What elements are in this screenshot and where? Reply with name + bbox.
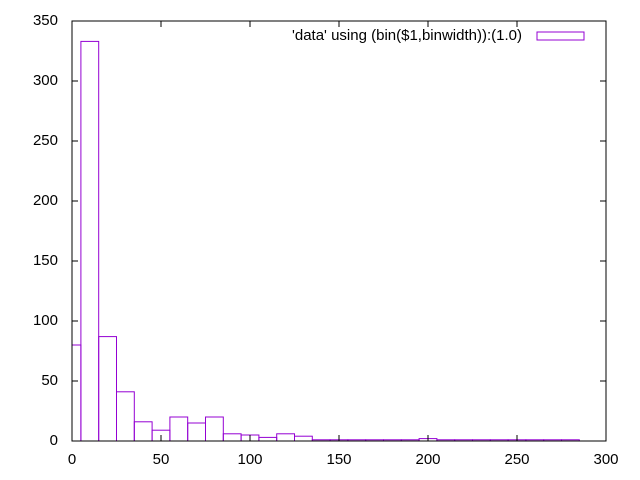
x-tick-label: 250 xyxy=(504,451,529,468)
bar xyxy=(258,436,278,441)
bar xyxy=(133,421,153,441)
x-tick-label: 0 xyxy=(68,451,76,468)
y-tick-label: 150 xyxy=(33,252,58,269)
bar xyxy=(187,422,206,441)
bar xyxy=(116,391,135,441)
y-tick-label: 200 xyxy=(33,192,58,209)
x-tick-label: 200 xyxy=(415,451,440,468)
bar xyxy=(222,433,242,441)
x-tick-label: 100 xyxy=(237,451,262,468)
bar xyxy=(294,435,313,441)
x-tick-label: 150 xyxy=(326,451,351,468)
bar xyxy=(169,416,189,441)
y-tick-label: 0 xyxy=(50,432,58,449)
legend-swatch xyxy=(536,31,585,41)
bar xyxy=(276,433,296,441)
x-tick-label: 300 xyxy=(593,451,618,468)
y-tick-label: 250 xyxy=(33,132,58,149)
y-tick-label: 50 xyxy=(41,372,58,389)
y-tick-label: 100 xyxy=(33,312,58,329)
bar xyxy=(80,40,100,441)
legend-label: 'data' using (bin($1,binwidth)):(1.0) xyxy=(292,27,522,44)
bar xyxy=(205,416,224,441)
x-tick-label: 50 xyxy=(153,451,170,468)
bar xyxy=(98,336,117,441)
plot-border xyxy=(71,20,607,442)
y-tick-label: 300 xyxy=(33,72,58,89)
y-tick-label: 350 xyxy=(33,12,58,29)
bars xyxy=(72,40,580,441)
